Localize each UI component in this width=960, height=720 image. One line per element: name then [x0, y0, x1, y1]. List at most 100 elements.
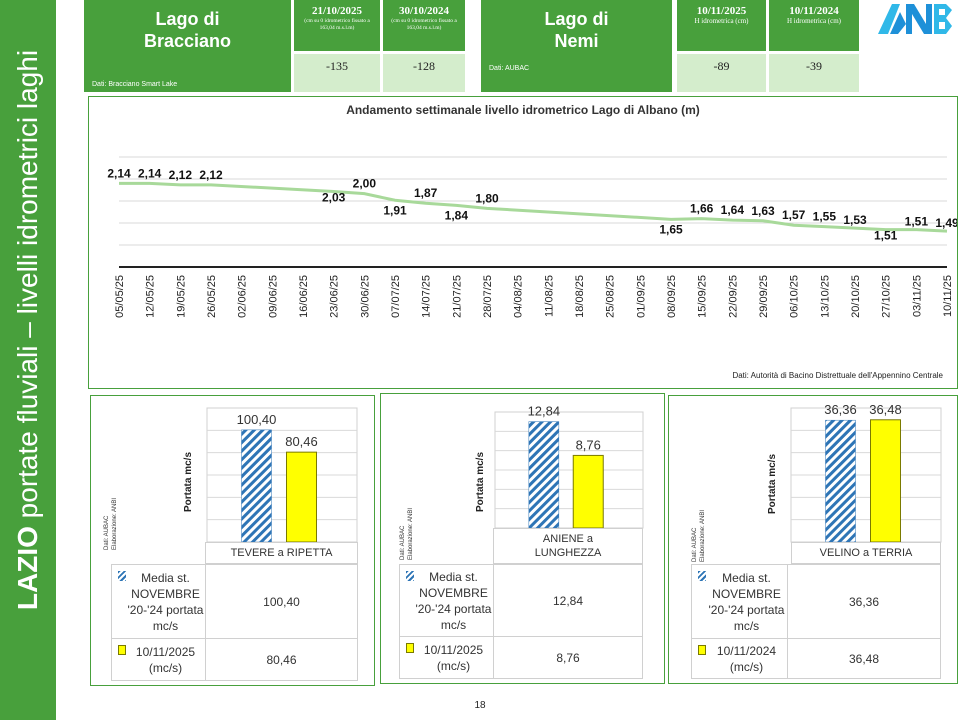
data-label: 1,64 — [721, 203, 745, 217]
bracciano-source: Dati: Bracciano Smart Lake — [92, 81, 178, 88]
table-value: 36,36 — [787, 564, 941, 639]
bar-media — [528, 421, 560, 529]
data-label: 1,55 — [813, 210, 837, 224]
nemi-date-2-sub: H idrometrica (cm) — [786, 17, 842, 25]
x-tick-label: 15/09/25 — [697, 275, 709, 318]
bracciano-value-1: -135 — [294, 54, 380, 92]
tevere-category: TEVERE a RIPETTA — [205, 542, 358, 564]
data-label: 1,65 — [659, 222, 683, 236]
data-label: 1,51 — [905, 215, 929, 229]
data-label: 1,66 — [690, 202, 714, 216]
nemi-date-2-header: 10/11/2024 H idrometrica (cm) — [769, 0, 859, 51]
x-tick-label: 16/06/25 — [298, 275, 310, 318]
x-tick-label: 26/05/25 — [206, 275, 218, 318]
albano-chart-panel: Andamento settimanale livello idrometric… — [88, 96, 958, 389]
bracciano-date-1: 21/10/2025 — [311, 5, 363, 17]
page-number: 18 — [474, 700, 486, 711]
nemi-title: Lago di Nemi — [544, 9, 609, 51]
x-tick-label: 04/08/25 — [513, 275, 525, 318]
series-line — [119, 181, 948, 233]
bracciano-box: Lago di Bracciano Dati: Bracciano Smart … — [84, 0, 291, 92]
data-label: 1,51 — [874, 229, 898, 243]
nemi-date-1: 10/11/2025 — [696, 5, 747, 17]
nemi-source: Dati: AUBAC — [489, 65, 530, 72]
legend-cell: Media st. NOVEMBRE '20-'24 portata mc/s — [691, 564, 788, 639]
velino-data-table: Media st. NOVEMBRE '20-'24 portata mc/s … — [691, 564, 941, 679]
x-tick-label: 30/06/25 — [359, 275, 371, 318]
table-row: Media st. NOVEMBRE '20-'24 portata mc/s … — [691, 564, 941, 639]
data-label: 2,00 — [353, 177, 377, 191]
data-label: 1,87 — [414, 186, 438, 200]
legend-solid-swatch — [698, 645, 706, 655]
side-title-rest: portate fluviali – livelli idrometrici l… — [12, 49, 43, 527]
table-value: 36,48 — [787, 638, 941, 679]
legend-cell: Media st. NOVEMBRE '20-'24 portata mc/s — [111, 564, 206, 639]
bar-media — [241, 429, 272, 543]
bracciano-date-1-sub: (cm su 0 idrometrico fissato a 163,04 m.… — [304, 18, 370, 31]
nemi-date-1-sub: H idrometrica (cm) — [694, 17, 749, 25]
x-tick-label: 02/06/25 — [237, 275, 249, 318]
data-label: 2,12 — [199, 168, 223, 182]
x-tick-label: 14/07/25 — [421, 275, 433, 318]
aniene-data-table: Media st. NOVEMBRE '20-'24 portata mc/s … — [399, 564, 643, 679]
legend-label: Media st. NOVEMBRE '20-'24 portata mc/s — [127, 570, 204, 633]
data-label: 1,91 — [383, 203, 407, 217]
x-tick-label: 05/05/25 — [114, 275, 126, 318]
bracciano-title: Lago di Bracciano — [143, 9, 232, 51]
x-tick-label: 29/09/25 — [758, 275, 770, 318]
x-tick-label: 01/09/25 — [635, 275, 647, 318]
x-tick-label: 25/08/25 — [605, 275, 617, 318]
bracciano-date-2-header: 30/10/2024 (cm su 0 idrometrico fissato … — [383, 0, 465, 51]
table-row: 10/11/2024 (mc/s) 36,48 — [691, 638, 941, 679]
x-tick-label: 03/11/25 — [911, 275, 923, 317]
x-tick-label: 27/10/25 — [881, 275, 893, 318]
bar-data-label: 36,48 — [869, 402, 902, 417]
legend-cell: 10/11/2024 (mc/s) — [691, 638, 788, 679]
albano-line-chart: 2,14 2,14 2,12 2,12 2,03 2,00 1,91 1,87 1,84 1,80… — [107, 156, 957, 318]
nemi-value-1: -89 — [677, 54, 766, 92]
aniene-bar-chart: 12,84 8,76 — [494, 404, 644, 529]
x-tick-label: 11/08/25 — [543, 275, 555, 317]
legend-hatch-swatch — [698, 571, 706, 581]
table-row: 10/11/2025 (mc/s) 8,76 — [399, 636, 643, 679]
data-label: 2,12 — [169, 168, 193, 182]
legend-label: Media st. NOVEMBRE '20-'24 portata mc/s — [415, 569, 492, 632]
bar-current — [870, 419, 901, 543]
velino-panel: Dati: AUBAC Elaborazione: ANBI Portata m… — [668, 395, 958, 684]
side-title-band: LAZIO portate fluviali – livelli idromet… — [0, 0, 56, 720]
table-row: Media st. NOVEMBRE '20-'24 portata mc/s … — [399, 564, 643, 637]
x-tick-label: 20/10/25 — [850, 275, 862, 318]
legend-hatch-swatch — [406, 571, 414, 581]
albano-chart-source: Dati: Autorità di Bacino Distrettuale de… — [732, 371, 943, 380]
side-title-strong: LAZIO — [12, 526, 43, 611]
bracciano-value-2: -128 — [383, 54, 465, 92]
legend-label: 10/11/2025 (mc/s) — [135, 644, 196, 675]
legend-cell: 10/11/2025 (mc/s) — [399, 636, 494, 679]
x-tick-label: 21/07/25 — [451, 275, 463, 318]
tevere-data-table: Media st. NOVEMBRE '20-'24 portata mc/s … — [111, 564, 358, 681]
x-tick-label: 09/06/25 — [267, 275, 279, 318]
albano-chart-title: Andamento settimanale livello idrometric… — [346, 103, 700, 117]
tevere-panel: Dati: AUBAC Elaborazione: ANBI Portata m… — [90, 395, 375, 686]
x-tick-label: 22/09/25 — [727, 275, 739, 318]
bar-media — [825, 419, 856, 543]
bar-data-label: 12,84 — [528, 404, 561, 419]
bar-current — [572, 454, 604, 529]
x-tick-label: 06/10/25 — [789, 275, 801, 318]
anbi-logo — [878, 4, 952, 34]
bracciano-date-1-header: 21/10/2025 (cm su 0 idrometrico fissato … — [294, 0, 380, 51]
legend-label: Media st. NOVEMBRE '20-'24 portata mc/s — [708, 570, 785, 633]
bar-data-label: 100,40 — [237, 412, 277, 427]
legend-cell: 10/11/2025 (mc/s) — [111, 638, 206, 681]
data-label: 1,49 — [935, 216, 957, 230]
x-tick-label: 13/10/25 — [819, 275, 831, 318]
x-tick-label: 19/05/25 — [175, 275, 187, 318]
data-label: 1,57 — [782, 208, 806, 222]
data-label: 1,80 — [475, 191, 499, 205]
bar-data-label: 80,46 — [285, 434, 318, 449]
bracciano-date-2-sub: (cm su 0 idrometrico fissato a 163,04 m.… — [391, 18, 457, 31]
data-label: 2,14 — [138, 166, 162, 180]
nemi-box: Lago di Nemi Dati: AUBAC — [481, 0, 672, 92]
tevere-bar-chart: 100,40 80,46 — [206, 407, 358, 543]
